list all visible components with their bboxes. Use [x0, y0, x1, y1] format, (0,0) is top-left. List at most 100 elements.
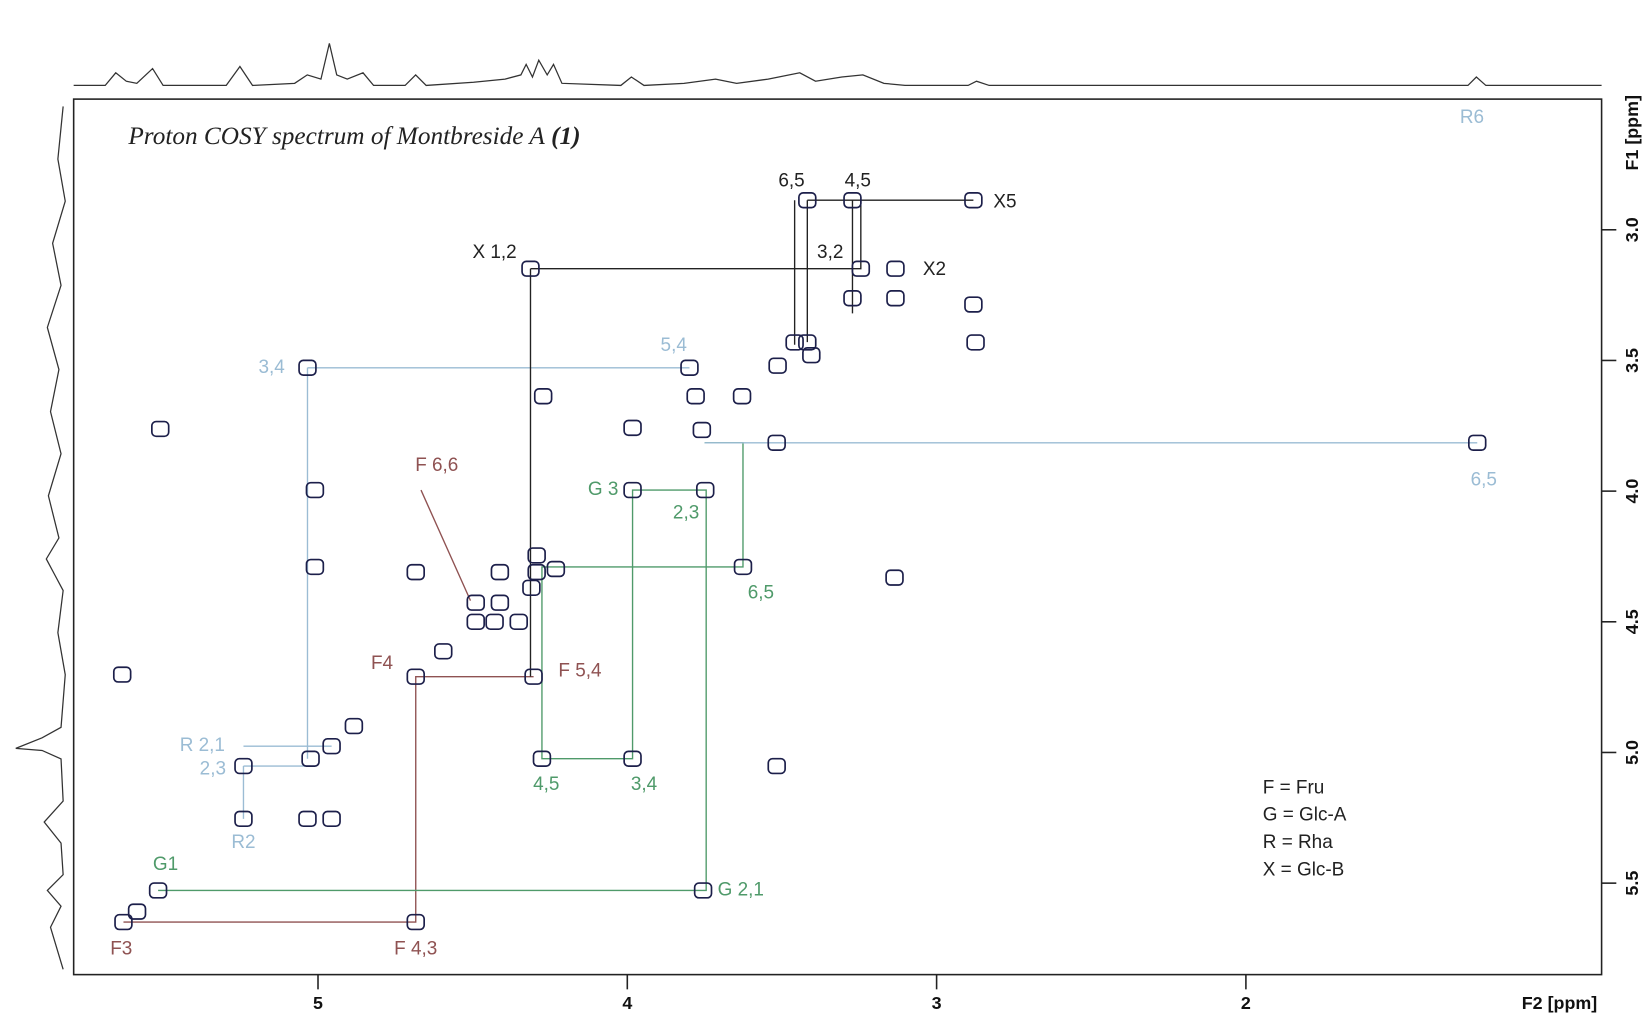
cross-peak — [521, 260, 540, 277]
cross-peak — [305, 481, 325, 499]
cross-peak — [1467, 434, 1487, 451]
cross-peak — [767, 434, 786, 451]
y-tick-label: 4.0 — [1622, 479, 1642, 504]
peak-annotation: F4 — [371, 653, 393, 674]
cross-peak — [509, 613, 529, 631]
peak-annotation: 2,3 — [673, 502, 699, 523]
peak-annotation: 6,5 — [1471, 470, 1497, 491]
cross-peak — [798, 334, 817, 351]
cross-peak — [305, 558, 325, 576]
legend-entry: G = Glc-A — [1263, 805, 1347, 826]
title-text: Proton COSY spectrum of Montbreside A — [127, 122, 545, 150]
cross-peak — [434, 643, 453, 660]
cross-peak — [623, 419, 642, 437]
y-tick-label: 5.5 — [1622, 871, 1642, 896]
cross-peak — [533, 388, 553, 405]
cross-peak — [406, 913, 426, 931]
cross-peak — [234, 810, 253, 828]
cross-peak — [522, 579, 541, 597]
y-tick-label: 3.0 — [1622, 217, 1642, 242]
peak-annotation: X 1,2 — [473, 242, 517, 263]
cross-peak — [466, 613, 486, 631]
cross-peak — [692, 421, 712, 439]
peak-annotation: 5,4 — [661, 335, 687, 356]
peak-annotation: 4,5 — [533, 774, 559, 795]
cross-peak — [406, 563, 426, 581]
cross-peak — [686, 388, 705, 405]
y-tick-label: 5.0 — [1622, 740, 1642, 765]
x-axis-label: F2 [ppm] — [1522, 993, 1597, 1013]
cross-peak — [490, 563, 510, 581]
peak-annotation: F3 — [110, 939, 132, 960]
cross-peak — [298, 359, 317, 376]
cross-peak — [966, 334, 985, 351]
cross-peak — [843, 192, 862, 209]
peak-annotation: G 2,1 — [718, 879, 764, 900]
peak-annotation: R2 — [231, 832, 255, 853]
cross-peak — [785, 334, 804, 351]
cross-peak — [114, 913, 133, 931]
cross-peak — [885, 569, 904, 586]
cross-peak — [964, 192, 983, 209]
cross-peak — [112, 666, 132, 683]
cross-peak — [322, 810, 341, 828]
cross-peak — [843, 290, 862, 307]
peak-annotation: G1 — [153, 854, 178, 875]
cross-peak — [527, 563, 546, 581]
legend-entry: X = Glc-B — [1263, 859, 1345, 880]
peak-annotation: 3,4 — [258, 357, 284, 378]
cross-peak — [733, 558, 753, 576]
cross-peak — [623, 481, 642, 499]
cross-peak — [732, 388, 752, 405]
peak-annotation: R6 — [1460, 107, 1484, 128]
x-tick-label: 2 — [1241, 993, 1251, 1013]
projection-f1 — [15, 106, 66, 970]
peak-annotation: 6,5 — [778, 170, 804, 191]
connection-line — [123, 489, 534, 923]
cross-peak — [485, 613, 504, 631]
cross-peak — [344, 717, 364, 735]
peak-annotation: 4,5 — [845, 170, 871, 191]
cross-peak — [798, 192, 817, 209]
cross-peak — [527, 547, 546, 564]
cross-peak — [886, 290, 905, 307]
cross-peak — [546, 560, 566, 578]
y-axis-label: F1 [ppm] — [1622, 95, 1642, 170]
cross-peak — [298, 810, 317, 828]
legend-entry: R = Rha — [1263, 832, 1333, 853]
y-tick-label: 4.5 — [1622, 609, 1642, 634]
peak-annotation: 3,4 — [631, 774, 657, 795]
x-tick-label: 5 — [313, 993, 323, 1013]
cross-peak — [301, 750, 320, 767]
cross-peak — [851, 260, 871, 277]
chart-title: Proton COSY spectrum of Montbreside A (1… — [127, 122, 580, 150]
cross-peak — [406, 668, 426, 685]
cross-peak — [524, 668, 543, 685]
cross-peak — [322, 737, 341, 755]
peak-annotation: R 2,1 — [180, 735, 225, 756]
connection-line — [242, 367, 1478, 819]
cross-peak — [802, 347, 821, 364]
x-tick-label: 3 — [932, 993, 942, 1013]
peak-annotation: 2,3 — [200, 758, 226, 779]
peak-annotation: G 3 — [588, 479, 619, 500]
cross-peak — [693, 882, 713, 899]
peak-annotation: F 4,3 — [394, 939, 437, 960]
cross-peak — [623, 750, 642, 767]
peak-annotation: F 5,4 — [558, 660, 601, 681]
cross-peak — [148, 882, 168, 899]
peak-annotation: F 6,6 — [415, 455, 458, 476]
cross-peak — [532, 750, 552, 767]
cross-peak — [490, 594, 510, 611]
peak-annotation: 3,2 — [817, 242, 843, 263]
cross-peak — [886, 260, 905, 277]
connection-line — [158, 442, 744, 892]
peak-annotation: X2 — [923, 259, 946, 280]
cross-peak — [768, 357, 787, 374]
cross-peak — [767, 757, 786, 775]
cross-peak — [151, 420, 170, 438]
title-ref: (1) — [551, 122, 580, 150]
cross-peak — [466, 594, 486, 611]
connection-line — [529, 199, 974, 677]
